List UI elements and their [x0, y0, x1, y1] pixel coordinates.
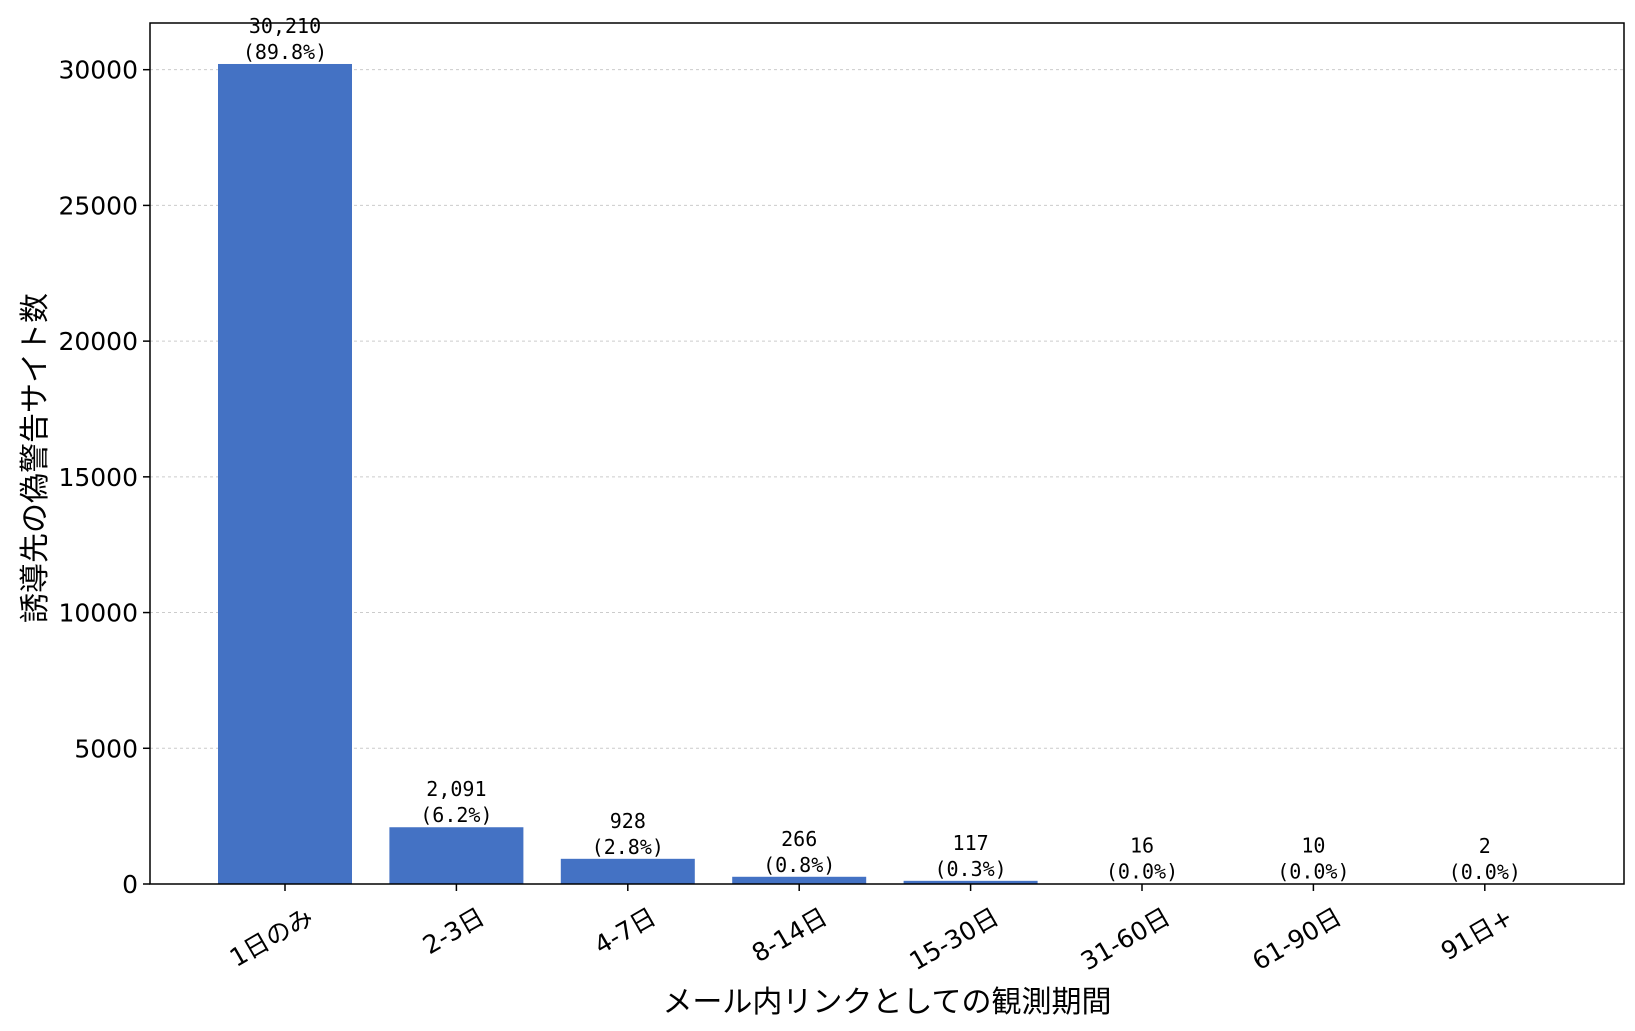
- bar-percent-label: (0.0%): [1277, 860, 1349, 884]
- bars: [218, 63, 1552, 885]
- x-axis-title: メール内リンクとしての観測期間: [662, 985, 1111, 1020]
- x-tick-label: 8-14日: [747, 902, 832, 968]
- bar-value-label: 30,210: [249, 14, 321, 38]
- y-tick-label: 15000: [58, 463, 138, 492]
- x-axis-ticks: 1日のみ 2-3日 4-7日 8-14日 15-30日 31-60日 61-90日 91日+: [225, 884, 1518, 976]
- x-tick-label: 15-30日: [905, 902, 1004, 976]
- y-axis-ticks: 0 5000 10000 15000 20000 25000 30000: [58, 56, 150, 899]
- bar-percent-label: (0.8%): [763, 853, 835, 877]
- bar-percent-label: (0.0%): [1106, 860, 1178, 884]
- bar-value-label: 266: [781, 827, 817, 851]
- plot-frame: [149, 22, 1625, 885]
- bar: [389, 827, 524, 884]
- bar-value-label: 16: [1130, 834, 1154, 858]
- y-axis-title: 誘導先の偽警告サイト数: [18, 293, 53, 623]
- x-tick-label: 1日のみ: [225, 902, 318, 973]
- bar-value-label: 10: [1301, 834, 1325, 858]
- bar-percent-label: (6.2%): [420, 803, 492, 827]
- bar: [218, 63, 352, 885]
- y-tick-label: 25000: [58, 191, 138, 220]
- bar-value-label: 2,091: [426, 777, 486, 801]
- bar: [732, 876, 867, 884]
- bar-percent-label: (0.0%): [1449, 860, 1521, 884]
- y-gridlines: [150, 69, 1624, 749]
- x-tick-label: 4-7日: [589, 902, 661, 960]
- x-tick-label: 91日+: [1436, 902, 1518, 966]
- bar: [903, 880, 1038, 884]
- y-tick-label: 30000: [58, 56, 138, 85]
- bar-value-label: 117: [953, 831, 989, 855]
- x-tick-label: 61-90日: [1247, 902, 1346, 976]
- x-tick-label: 31-60日: [1076, 902, 1175, 976]
- bar-value-label: 928: [610, 809, 646, 833]
- x-tick-label: 2-3日: [418, 902, 490, 960]
- bar-value-labels: 30,210(89.8%) 2,091(6.2%) 928(2.8%) 266(0.8…: [243, 14, 1521, 884]
- bar-value-label: 2: [1479, 834, 1491, 858]
- bar-percent-label: (89.8%): [243, 40, 327, 64]
- y-tick-label: 0: [122, 870, 138, 899]
- bar-percent-label: (0.3%): [934, 857, 1006, 881]
- bar: [560, 858, 695, 884]
- y-tick-label: 5000: [74, 734, 138, 763]
- y-tick-label: 20000: [58, 327, 138, 356]
- bar-percent-label: (2.8%): [592, 835, 664, 859]
- y-tick-label: 10000: [58, 599, 138, 628]
